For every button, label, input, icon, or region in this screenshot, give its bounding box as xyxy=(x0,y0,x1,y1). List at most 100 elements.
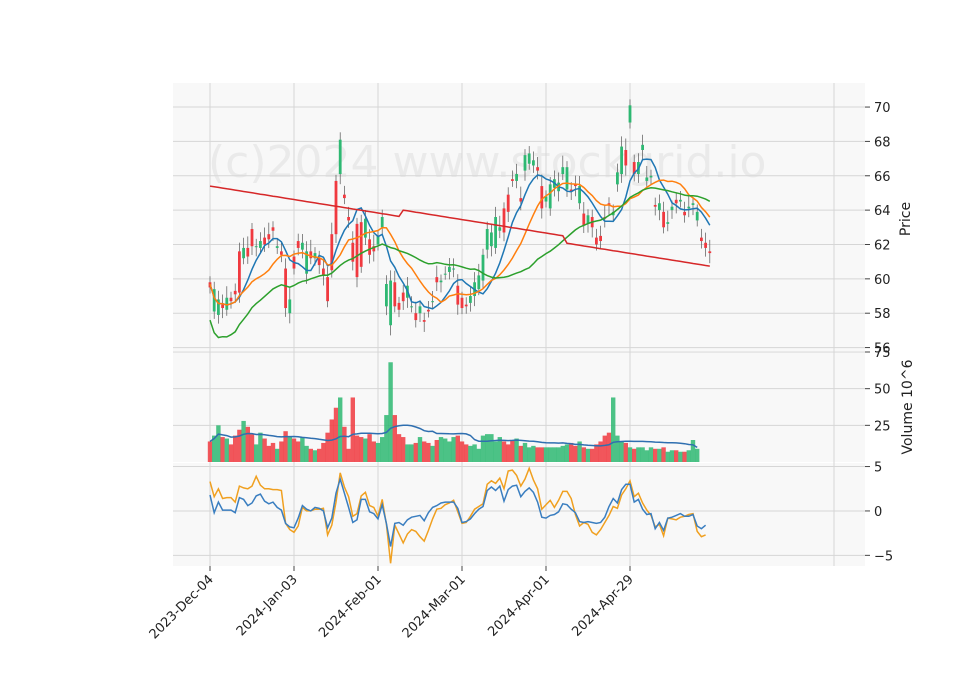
price-panel-bg xyxy=(173,83,865,351)
volume-bar xyxy=(443,438,448,462)
volume-bar xyxy=(291,438,297,462)
candle-body xyxy=(418,306,422,314)
price-y-tick-label: 60 xyxy=(874,273,891,288)
volume-bar xyxy=(241,420,246,462)
candle-body xyxy=(649,175,653,178)
candle-body xyxy=(309,251,313,259)
candle-body xyxy=(670,206,674,211)
volume-bar xyxy=(514,438,519,462)
candle-body xyxy=(595,237,598,245)
volume-panel-bg xyxy=(173,352,865,462)
volume-bar xyxy=(220,437,225,462)
volume-bar xyxy=(695,448,700,462)
candle-body xyxy=(435,277,439,283)
volume-bar xyxy=(661,447,666,462)
candle-body xyxy=(658,203,661,211)
volume-y-tick-label: 50 xyxy=(874,383,891,398)
candle-body xyxy=(338,139,342,175)
volume-bar xyxy=(569,442,574,462)
candle-body xyxy=(523,155,527,171)
candle-body xyxy=(544,196,548,202)
candle-body xyxy=(477,275,481,290)
candle-body xyxy=(343,194,346,199)
candle-body xyxy=(519,198,523,202)
osc-y-tick-label: 5 xyxy=(874,461,882,476)
candle-body xyxy=(599,235,602,242)
price-y-tick-label: 56 xyxy=(874,342,891,357)
candle-body xyxy=(238,251,241,293)
candle-body xyxy=(275,246,279,248)
candle-body xyxy=(502,208,506,233)
candle-body xyxy=(401,292,405,302)
volume-bar xyxy=(543,447,549,462)
volume-bar xyxy=(548,447,553,462)
volume-bar xyxy=(632,448,637,462)
volume-bar xyxy=(283,431,288,462)
candle-body xyxy=(485,229,489,250)
volume-bar xyxy=(438,437,444,462)
volume-bar xyxy=(459,441,465,462)
volume-bar xyxy=(224,438,229,462)
candle-body xyxy=(229,297,233,302)
candle-body xyxy=(536,167,539,171)
volume-bar xyxy=(686,450,691,462)
volume-bar xyxy=(653,448,658,462)
volume-bar xyxy=(245,426,250,462)
candle-body xyxy=(385,284,388,307)
osc-panel-bg xyxy=(173,463,865,566)
candle-body xyxy=(347,217,350,221)
chart-panels xyxy=(173,83,865,566)
volume-bar xyxy=(552,447,557,462)
volume-bar xyxy=(417,437,423,462)
volume-bar xyxy=(648,447,654,462)
candle-body xyxy=(443,273,447,275)
price-y-tick-label: 68 xyxy=(874,135,891,150)
volume-bar xyxy=(594,444,599,462)
volume-bar xyxy=(522,442,528,462)
volume-bar xyxy=(606,432,612,462)
volume-y-tick-label: 75 xyxy=(874,346,891,361)
candle-body xyxy=(708,251,712,254)
ma-slow-line xyxy=(209,187,711,339)
volume-bar xyxy=(317,448,322,462)
price-axis-label: Price xyxy=(898,202,914,236)
candle-body xyxy=(267,234,271,240)
candle-body xyxy=(389,280,392,326)
volume-bar xyxy=(279,441,284,462)
volume-bar xyxy=(228,444,234,462)
volume-bar xyxy=(359,437,364,462)
volume-bar xyxy=(539,447,544,462)
volume-bar xyxy=(413,442,418,462)
volume-bar xyxy=(636,447,641,462)
candle-body xyxy=(532,160,535,166)
volume-bar xyxy=(485,434,490,462)
candle-body xyxy=(569,189,573,192)
volume-bar xyxy=(384,415,389,462)
price-y-tick-label: 70 xyxy=(874,101,891,116)
volume-bar xyxy=(510,440,515,462)
volume-bar xyxy=(371,441,376,462)
candle-body xyxy=(305,251,308,274)
volume-bar xyxy=(409,444,414,462)
candle-body xyxy=(250,229,254,247)
volume-bar xyxy=(476,448,481,462)
candle-body xyxy=(313,253,317,259)
candle-body xyxy=(460,297,464,309)
candle-body xyxy=(254,246,258,248)
candle-body xyxy=(700,237,703,242)
volume-bar xyxy=(333,407,339,462)
volume-bar xyxy=(506,444,511,462)
macd-line xyxy=(209,476,707,547)
candle-body xyxy=(217,299,220,315)
volume-bar xyxy=(342,426,347,462)
candle-body xyxy=(548,184,552,209)
volume-bar xyxy=(380,437,385,462)
candle-body xyxy=(431,301,434,303)
volume-bar xyxy=(577,441,582,462)
volume-bar xyxy=(585,448,591,462)
volume-ma-line xyxy=(209,424,698,449)
volume-bar xyxy=(615,435,620,462)
candle-body xyxy=(511,179,514,181)
candle-body xyxy=(368,239,371,255)
candle-body xyxy=(317,258,321,266)
